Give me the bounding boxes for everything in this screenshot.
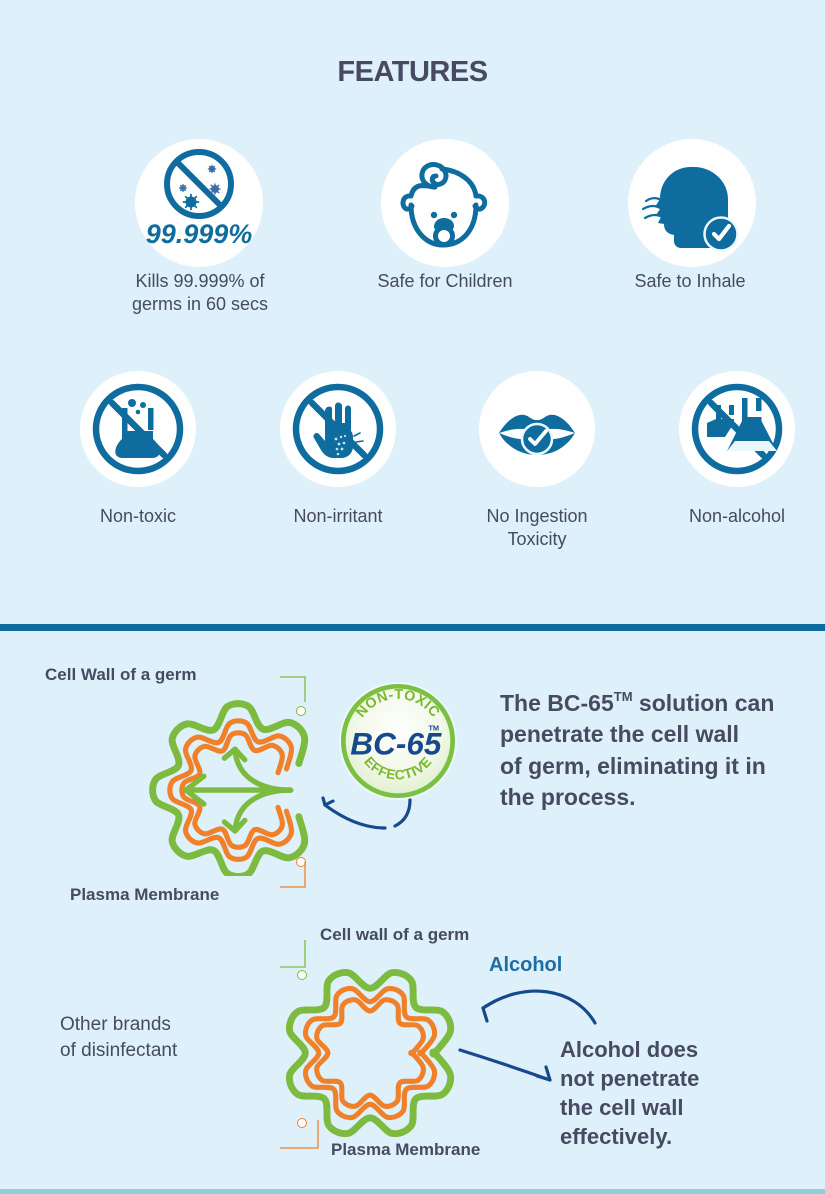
svg-text:TM: TM <box>428 723 439 732</box>
svg-text:99.999%: 99.999% <box>146 219 253 249</box>
